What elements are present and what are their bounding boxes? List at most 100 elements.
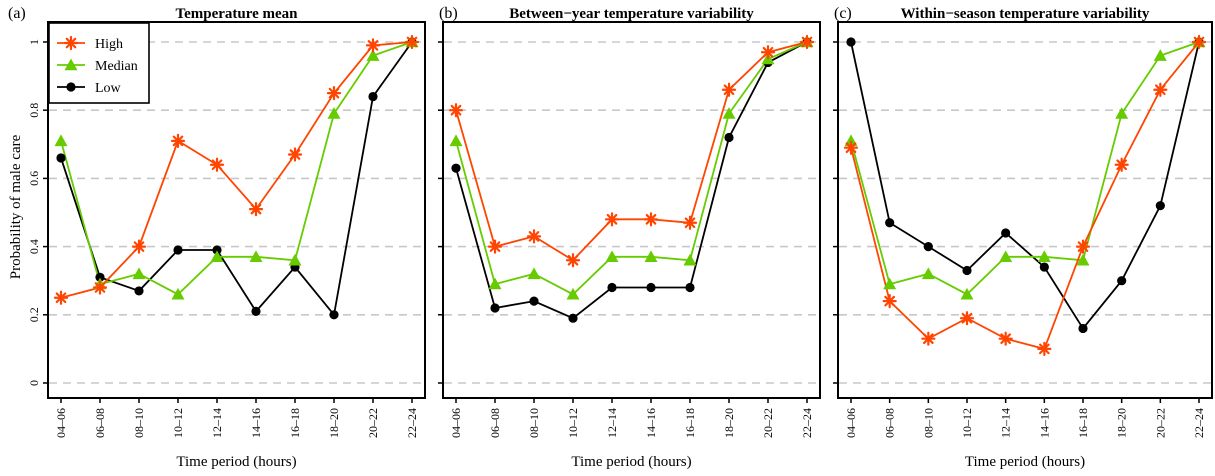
panel-c-x-tick-label: 12–14 (999, 408, 1013, 438)
panel-c-series-low-point (923, 242, 933, 252)
panel-b-series-median-point (449, 134, 463, 147)
panel-c-series-median-line (850, 41, 1200, 296)
panel-a-series-median-point (288, 253, 302, 266)
panel-a-y-tick-label: 0 (27, 380, 41, 386)
panel-b-title: Between−year temperature variability (509, 6, 754, 22)
panel-c-frame (837, 21, 1213, 399)
panel-b-series-high-point-stroke (450, 104, 462, 116)
panel-a-series-low-point (95, 272, 105, 282)
panel-a-series-high-point-stroke (55, 292, 67, 304)
panel-a-x-tick-label: 20–22 (366, 408, 380, 438)
panel-b-series-high-point (565, 253, 581, 268)
panel-b: 04–06 06–08 08–10 10–12 12–14 14–16 16–18 18–20… (438, 5, 821, 470)
panel-a-x-tick-label: 18–20 (327, 408, 341, 438)
panel-c-x-tick-label: 16–18 (1076, 408, 1090, 438)
panel-c-x-tick-label: 04–06 (844, 408, 858, 438)
panel-a-series-median-point (366, 49, 380, 61)
panel-b-series-high-point-stroke (762, 46, 774, 58)
panel-a-series-high-point-stroke (328, 87, 340, 99)
panel-c: 04–06 06–08 08–10 10–12 12–14 14–16 16–18 18–20… (833, 5, 1213, 470)
legend-label-median: Median (95, 59, 138, 74)
panel-a-x-tick-label: 10–12 (171, 408, 185, 438)
panel-c-series-high-point-stroke (922, 333, 934, 345)
panel-b-frame (442, 21, 821, 399)
panel-c-series-high-point-stroke (1116, 159, 1128, 171)
panel-c-series-high-point (1037, 341, 1052, 356)
panel-b-series-high-line (455, 41, 808, 262)
panel-c-series-low-point (885, 218, 895, 228)
panel-c-series-low-point (1039, 262, 1049, 272)
panel-b-x-tick-label: 20–22 (761, 408, 775, 438)
panel-b-series-median-point (644, 250, 658, 263)
panel-b-x-tick-label: 10–12 (566, 408, 580, 438)
panel-a-series-median-point (249, 250, 263, 263)
panel-b-x-tick-label: 08–10 (527, 408, 541, 438)
panel-b-series-high-point (448, 103, 464, 118)
panel-b-x-tick-label: 04–06 (449, 408, 463, 438)
panel-a-series-high-point-stroke (250, 203, 262, 215)
panel-a-series-median-point (171, 287, 185, 300)
panel-c-series-median-point (883, 277, 897, 290)
panel-b-series-high-point-stroke (684, 217, 696, 229)
panel-b-series-high-point (721, 82, 737, 97)
panel-a-series-high-point (248, 201, 264, 217)
panel-c-series-high-point-stroke (1000, 333, 1012, 345)
panel-a-x-tick-label: 14–16 (249, 408, 263, 438)
panel-c-series-low-point (962, 265, 972, 276)
panel-b-series-low-point (646, 282, 656, 293)
panel-a-x-axis-title: Time period (hours) (176, 454, 296, 470)
panel-b-series-low-point (568, 313, 578, 323)
legend-marker-high-stroke (65, 37, 77, 49)
panel-a-series-high-point-stroke (289, 149, 301, 160)
panel-c-series-high-point (998, 331, 1013, 346)
panel-b-series-high-point-stroke (801, 36, 813, 48)
panel-c-series-low-point (1001, 228, 1011, 238)
panel-b-series-high-point (526, 229, 542, 244)
panel-b-series-high-point-stroke (489, 241, 501, 252)
panel-a-series-median-point (54, 134, 68, 147)
panel-b-series-high-point-stroke (606, 213, 618, 225)
panel-a-series-high-point (92, 280, 108, 295)
panel-b-series-low-point (451, 163, 461, 173)
y-axis-title: Probability of male care (8, 134, 24, 279)
panel-a-series-low-line (60, 41, 413, 317)
panel-c-series-high-point-stroke (961, 312, 973, 324)
panel-a-title: Temperature mean (175, 6, 298, 22)
panel-a-y-tick-label: 0.2 (27, 307, 41, 322)
panel-a-series-high-point (131, 239, 147, 254)
panel-a-series-low-point (173, 245, 183, 255)
panel-a-series-low-point (368, 91, 378, 102)
panel-c-x-axis-title: Time period (hours) (965, 454, 1085, 470)
panel-b-series-low-line (455, 41, 808, 320)
panel-c-series-high-point-stroke (1038, 343, 1050, 355)
panel-b-series-high-point (799, 34, 815, 50)
panel-b-series-high-point (760, 45, 776, 60)
panel-c-x-tick-label: 10–12 (960, 408, 974, 438)
panel-c-series-median-point (960, 287, 974, 300)
panel-c-series-low-point (1155, 201, 1165, 211)
legend-marker-median (64, 58, 78, 71)
panel-c-x-tick-label: 22–24 (1192, 408, 1206, 438)
panel-c-series-median-point (921, 267, 935, 280)
panel-c-series-median-point (999, 250, 1013, 263)
panel-c-series-high-point-stroke (845, 142, 857, 154)
panel-b-series-low-point (490, 303, 500, 313)
panel-c-series-high-point (1114, 157, 1129, 172)
panel-a-frame (47, 21, 426, 399)
panel-c-series-median-point (1153, 49, 1167, 61)
panel-a-series-median-point (327, 107, 341, 119)
panel-a-x-tick-label: 16–18 (288, 408, 302, 438)
panel-c-series-median-point (1076, 253, 1090, 266)
panel-c-series-high-point (843, 140, 859, 155)
panel-c-x-tick-label: 20–22 (1153, 408, 1167, 438)
panel-a-x-tick-label: 08–10 (132, 408, 146, 438)
panel-a-series-median-point (132, 267, 146, 280)
panel-c-series-low-point (846, 37, 856, 47)
legend: High Median Low (48, 22, 150, 104)
panel-c-letter: (c) (834, 5, 852, 22)
panel-a-x-tick-label: 06–08 (93, 408, 107, 438)
panel-b-x-tick-label: 18–20 (722, 408, 736, 438)
panel-a-series-high-point (365, 38, 381, 53)
panel-b-series-low-point (607, 282, 617, 293)
